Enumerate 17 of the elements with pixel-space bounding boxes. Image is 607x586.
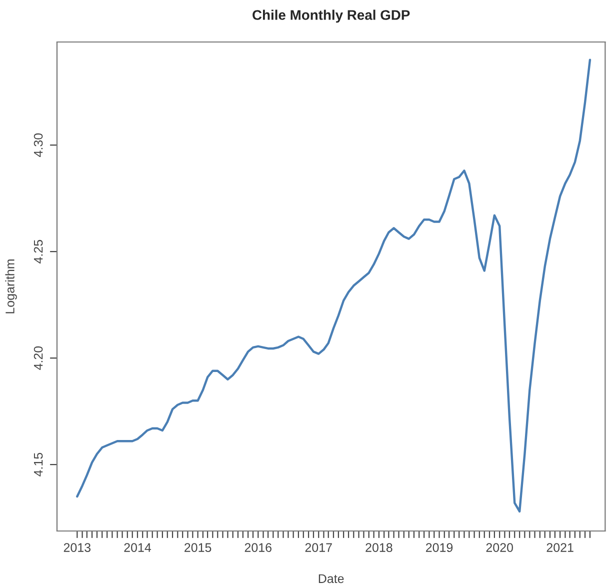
x-tick-label: 2016: [244, 543, 272, 552]
x-tick-label: 2015: [184, 543, 212, 552]
x-tick-label: 2020: [486, 543, 513, 552]
x-tick-label: 2017: [305, 543, 332, 552]
y-tick-label: 4.30: [34, 133, 43, 157]
y-tick-label: 4.15: [34, 452, 43, 476]
x-tick-label: 2014: [124, 543, 152, 552]
x-axis-title: Date: [318, 574, 344, 584]
x-tick-label: 2013: [64, 543, 91, 552]
y-tick-label: 4.20: [34, 346, 43, 370]
x-tick-label: 2019: [426, 543, 453, 552]
chart-title: Chile Monthly Real GDP: [252, 10, 410, 23]
y-axis-title: Logarithm: [5, 260, 17, 314]
line-series: [76, 58, 592, 513]
x-tick-label: 2021: [546, 543, 574, 552]
y-tick-label: 4.25: [34, 240, 43, 264]
x-tick-label: 2018: [366, 543, 392, 552]
